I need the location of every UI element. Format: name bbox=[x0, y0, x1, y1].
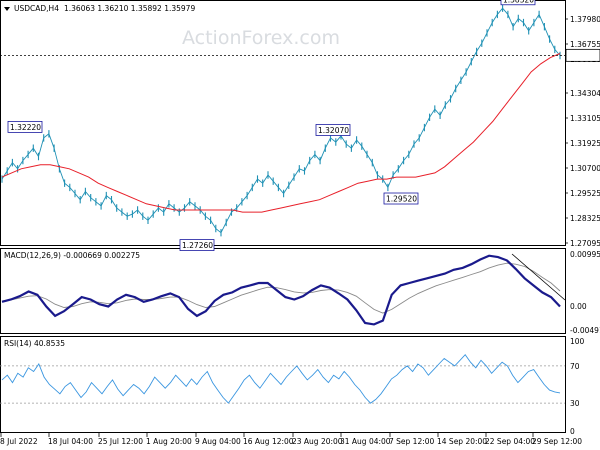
rsi-line bbox=[1, 353, 561, 404]
rsi-y-tick-label: 70 bbox=[570, 362, 580, 371]
annotation-label: 1.29520 bbox=[386, 195, 417, 204]
price-y-tick-label: 1.27095 bbox=[570, 239, 600, 248]
x-tick-label: 18 Jul 04:00 bbox=[48, 437, 93, 446]
ohlc-values: 1.36063 1.36210 1.35892 1.35979 bbox=[64, 4, 195, 13]
annotation-label: 1.38320 bbox=[503, 0, 534, 4]
rsi-y-tick-label: 0 bbox=[570, 427, 575, 436]
macd-panel-frame bbox=[0, 248, 566, 334]
macd-line bbox=[1, 254, 561, 326]
annotation-box bbox=[7, 121, 43, 133]
x-tick-label: 29 Sep 12:00 bbox=[532, 437, 582, 446]
rsi-layer: RSI(14) 40.8535 bbox=[0, 339, 565, 404]
macd-y-tick-label: 0.00 bbox=[570, 302, 587, 311]
annotation-box bbox=[179, 239, 215, 251]
macd-signal-line bbox=[1, 262, 561, 314]
macd-y-tick-label: 0.009956 bbox=[570, 250, 600, 259]
rsi-panel-frame bbox=[0, 336, 566, 433]
x-tick-label: 22 Sep 04:00 bbox=[485, 437, 535, 446]
price-y-tick-label: 1.37980 bbox=[570, 15, 600, 24]
macd-layer: MACD(12,26,9) -0.000669 0.002275 bbox=[1, 251, 566, 326]
watermark: ActionForex.com bbox=[182, 27, 340, 49]
annotation-label: 1.32070 bbox=[318, 126, 349, 135]
x-tick-label: 9 Aug 04:00 bbox=[195, 437, 241, 446]
annotation-box bbox=[315, 124, 351, 136]
symbol-label: USDCAD,H4 bbox=[14, 4, 59, 13]
x-tick-label: 7 Sep 12:00 bbox=[389, 437, 435, 446]
x-tick-label: 8 Jul 2022 bbox=[0, 437, 38, 446]
moving-average-line bbox=[1, 53, 561, 213]
price-y-tick-label: 1.33105 bbox=[570, 114, 600, 123]
x-tick-label: 16 Aug 12:00 bbox=[243, 437, 294, 446]
price-y-tick-label: 1.34304 bbox=[570, 89, 600, 98]
x-tick-label: 14 Sep 20:00 bbox=[437, 437, 487, 446]
macd-y-tick-label: -0.004912 bbox=[570, 326, 600, 335]
price-panel-frame bbox=[0, 0, 566, 246]
axis-layer: 1.379801.367551.360101.343041.331051.319… bbox=[0, 15, 600, 446]
x-tick-label: 23 Aug 20:00 bbox=[292, 437, 343, 446]
price-y-tick-label: 1.36755 bbox=[570, 40, 600, 49]
dropdown-triangle-icon[interactable] bbox=[4, 7, 10, 11]
price-line bbox=[1, 7, 561, 234]
current-price-box bbox=[565, 48, 600, 62]
annotation-label: 1.27260 bbox=[182, 241, 213, 250]
x-tick-label: 31 Aug 04:00 bbox=[340, 437, 391, 446]
price-y-tick-label: 1.30700 bbox=[570, 164, 600, 173]
price-y-tick-label: 1.28325 bbox=[570, 214, 600, 223]
x-tick-label: 25 Jul 12:00 bbox=[98, 437, 143, 446]
price-y-tick-label: 1.31925 bbox=[570, 139, 600, 148]
rsi-y-tick-label: 100 bbox=[570, 337, 585, 346]
macd-trendline bbox=[511, 253, 566, 301]
x-tick-label: 1 Aug 20:00 bbox=[146, 437, 192, 446]
price-layer: 1.32220 1.27260 1.32070 1.29520 1.38320 bbox=[0, 0, 565, 251]
rsi-y-tick-label: 30 bbox=[570, 399, 580, 408]
rsi-label: RSI(14) 40.8535 bbox=[4, 339, 65, 348]
annotation-box bbox=[500, 0, 536, 6]
annotation-label: 1.32220 bbox=[10, 123, 41, 132]
annotation-box bbox=[383, 192, 419, 205]
price-y-tick-label: 1.29525 bbox=[570, 189, 600, 198]
macd-label: MACD(12,26,9) -0.000669 0.002275 bbox=[4, 251, 140, 260]
